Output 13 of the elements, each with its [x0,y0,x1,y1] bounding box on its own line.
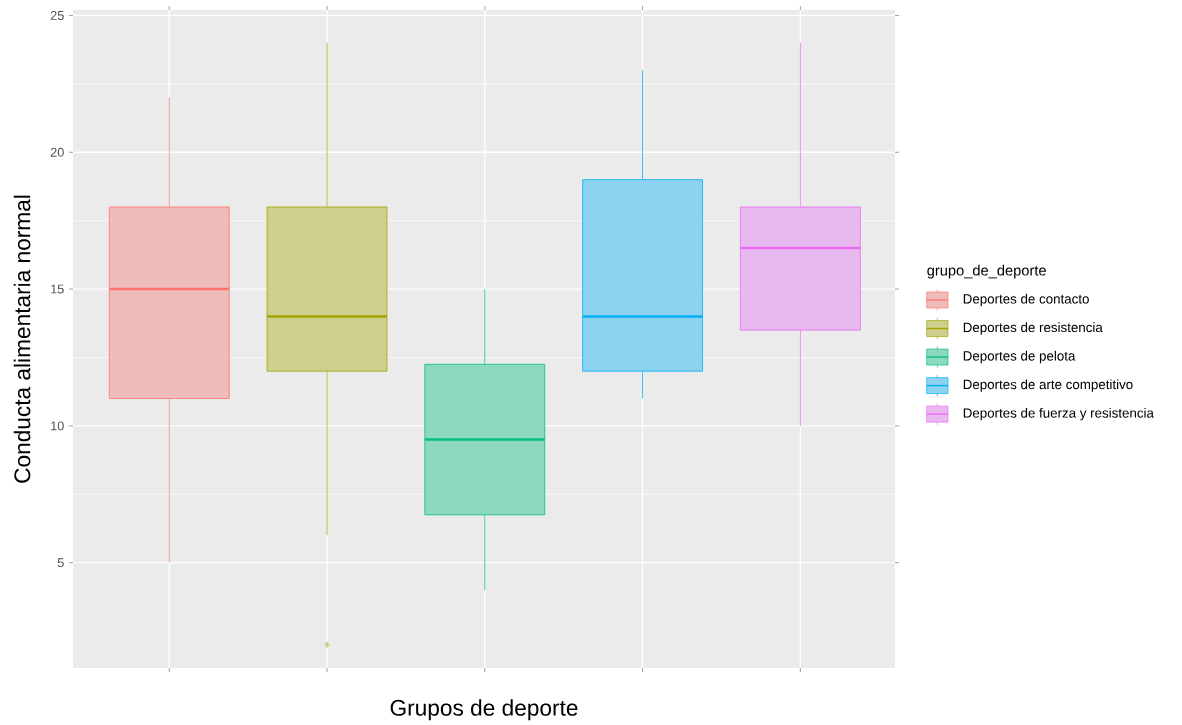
legend-title: grupo_de_deporte [927,264,1046,279]
y-tick-label: 15 [51,284,64,294]
y-axis-title: Conducta alimentaria normal [13,195,31,483]
legend-label: Deportes de pelota [963,350,1076,364]
legend-label: Deportes de arte competitivo [963,379,1133,392]
y-tick-label: 20 [50,147,64,157]
legend-label: Deportes de fuerza y resistencia [963,407,1154,421]
y-tick-label: 5 [57,558,64,568]
x-axis-title: Grupos de deporte [390,699,578,721]
y-tick-label: 10 [51,421,64,431]
legend-label: Deportes de resistencia [963,322,1103,335]
legend-label: Deportes de contacto [963,293,1089,307]
y-tick-label: 25 [50,10,64,20]
